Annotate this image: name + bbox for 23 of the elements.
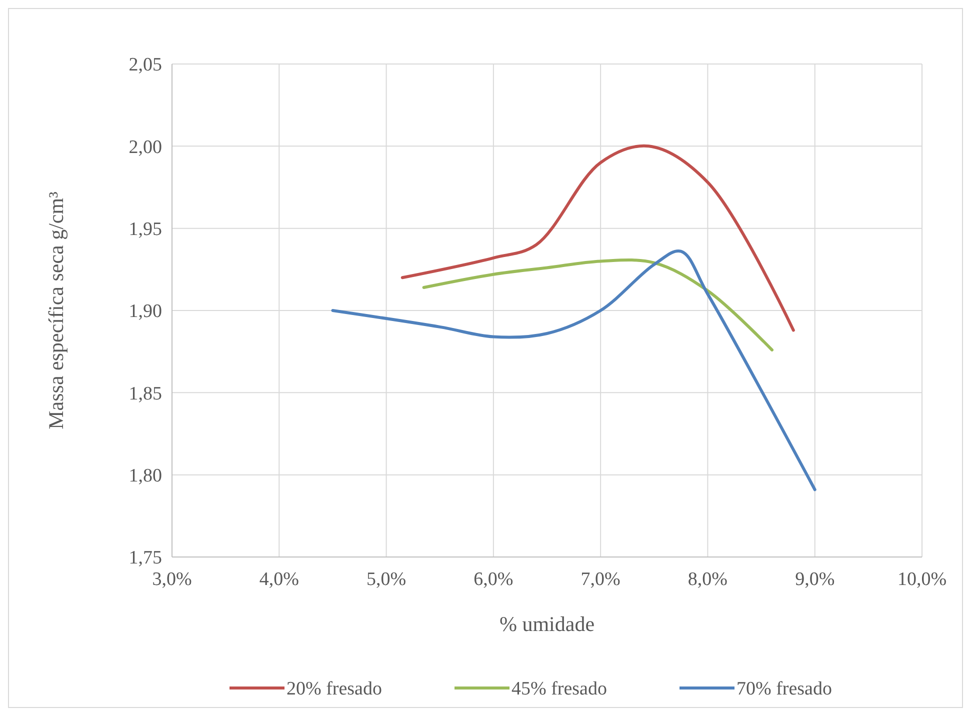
y-axis-title: Massa específica seca g/cm³	[44, 192, 68, 430]
x-tick-label: 5,0%	[366, 569, 406, 590]
line-series	[331, 250, 816, 492]
y-tick-label: 1,80	[128, 465, 162, 486]
x-tick-label: 4,0%	[259, 569, 300, 590]
y-tick-label: 1,90	[128, 301, 162, 322]
y-tick-label: 1,75	[128, 548, 162, 569]
x-tick-label: 6,0%	[474, 569, 514, 590]
y-tick-label: 2,00	[128, 136, 162, 158]
x-axis-title: % umidade	[499, 612, 595, 636]
legend-label: 45% fresado	[512, 678, 607, 700]
y-tick-label: 1,85	[128, 383, 162, 404]
x-tick-label: 3,0%	[152, 569, 192, 590]
y-tick-label: 2,05	[128, 54, 162, 76]
x-tick-label: 8,0%	[688, 569, 728, 590]
legend-label: 70% fresado	[736, 678, 832, 700]
line-series	[400, 144, 795, 332]
x-tick-label: 7,0%	[580, 569, 621, 590]
x-tick-label: 10,0%	[897, 569, 947, 590]
legend-label: 20% fresado	[286, 678, 382, 700]
x-tick-label: 9,0%	[795, 569, 835, 590]
line-series	[422, 258, 774, 352]
y-tick-label: 1,95	[128, 218, 162, 240]
